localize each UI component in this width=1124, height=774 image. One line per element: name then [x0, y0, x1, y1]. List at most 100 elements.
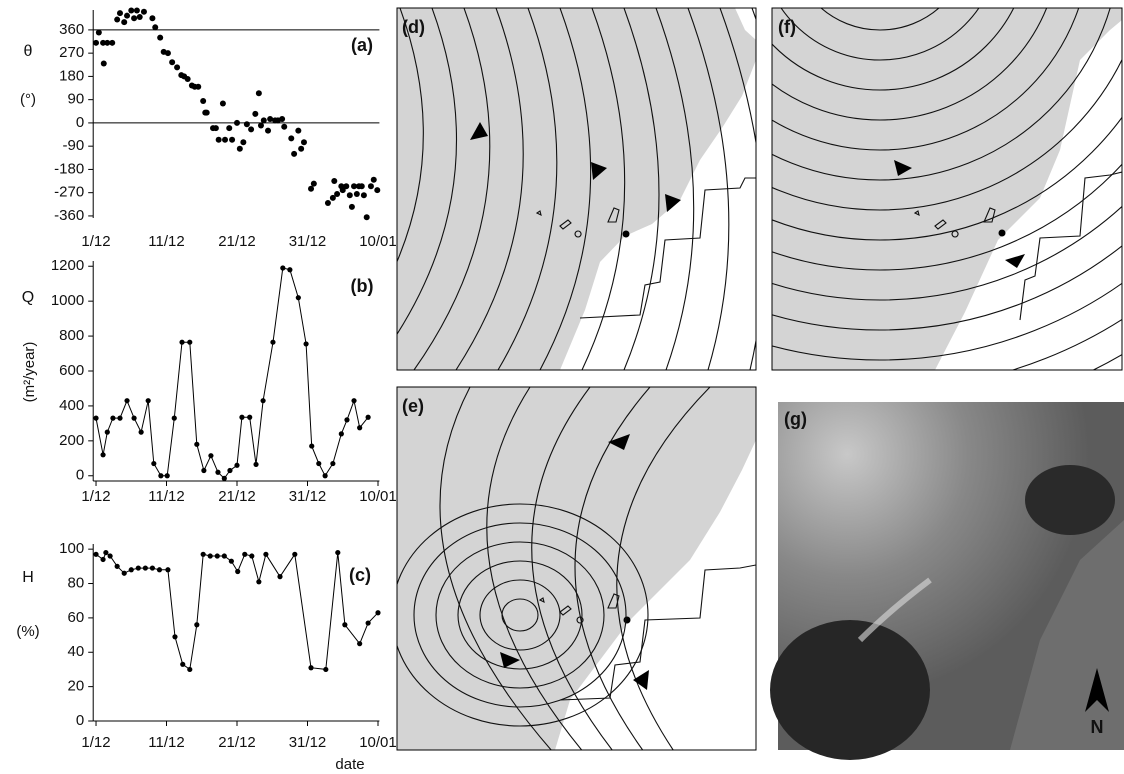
y-tick-label: -360 [54, 207, 84, 224]
data-point [208, 453, 214, 459]
data-point [135, 565, 141, 571]
y-tick-label: 180 [59, 67, 84, 84]
contour [687, 8, 730, 370]
data-point [343, 183, 350, 190]
data-point [291, 150, 298, 157]
satellite-image: N (g) [770, 402, 1124, 760]
data-point [187, 339, 193, 345]
map-label: (f) [778, 17, 796, 37]
contour [435, 541, 605, 689]
data-point [365, 620, 371, 626]
data-point [100, 39, 107, 46]
contour [497, 8, 558, 370]
data-point [344, 417, 350, 423]
data-point [288, 135, 295, 142]
data-point [171, 415, 177, 421]
data-point [339, 187, 346, 194]
data-point [226, 125, 233, 132]
data-point [316, 460, 322, 467]
data-point [100, 60, 107, 67]
contour [616, 387, 711, 750]
data-point [338, 431, 344, 437]
data-point [103, 549, 109, 556]
data-point [100, 452, 106, 458]
x-tick-label: 10/01 [359, 734, 397, 751]
data-point [370, 176, 377, 183]
data-point [253, 461, 259, 468]
contour [479, 579, 561, 651]
data-point [104, 429, 110, 435]
y-tick-label: 100 [59, 540, 84, 557]
contour [581, 8, 626, 370]
data-point [277, 574, 283, 580]
data-point [195, 83, 202, 90]
data-point [114, 16, 121, 23]
data-point [358, 183, 365, 190]
y-tick-label: -270 [54, 184, 84, 201]
x-tick-label: 10/01 [359, 488, 397, 505]
y-tick-label: 400 [59, 397, 84, 414]
y-tick-label: 270 [59, 44, 84, 61]
y-tick-label: 80 [68, 574, 85, 591]
x-tick-label: 1/12 [81, 488, 110, 505]
data-point [270, 339, 276, 345]
data-point [374, 187, 381, 194]
y-axis-unit: (m²/year) [21, 342, 38, 403]
data-point [128, 7, 135, 14]
data-point [165, 567, 171, 573]
data-point [357, 641, 363, 647]
contour [413, 522, 627, 708]
data-point [104, 39, 111, 46]
y-tick-label: -180 [54, 160, 84, 177]
data-point [109, 39, 116, 46]
data-point [287, 267, 293, 273]
data-point [242, 551, 248, 557]
data-point [169, 59, 176, 66]
data-point [140, 8, 147, 15]
contour [780, 8, 980, 61]
contour [772, 245, 1122, 331]
contour [820, 8, 940, 31]
contour [772, 8, 1048, 121]
flow-arrow [894, 160, 912, 176]
data-point [346, 192, 353, 199]
contour [397, 503, 649, 727]
data-point [121, 19, 128, 26]
data-point [164, 50, 171, 57]
contour [772, 205, 1122, 301]
data-point [324, 200, 331, 207]
contour [719, 8, 756, 370]
data-point [164, 473, 170, 479]
data-point [133, 7, 140, 14]
y-axis-label: Q [22, 289, 34, 306]
data-point [131, 15, 138, 22]
data-point [348, 203, 355, 210]
y-tick-label: 600 [59, 362, 84, 379]
data-point [281, 123, 288, 130]
y-tick-label: 360 [59, 21, 84, 38]
x-tick-label: 21/12 [218, 233, 256, 250]
contour [457, 560, 583, 670]
panel-label: (b) [351, 276, 374, 296]
data-point [136, 13, 143, 20]
data-point [263, 551, 269, 557]
y-tick-label: 40 [68, 643, 85, 660]
data-point [234, 462, 240, 468]
data-point [203, 109, 210, 116]
data-point [100, 556, 106, 563]
data-point [138, 429, 144, 435]
flow-arrow [500, 652, 520, 668]
y-tick-label: 200 [59, 432, 84, 449]
y-axis-unit: (°) [20, 91, 36, 108]
y-axis-label: θ [24, 43, 33, 60]
data-point [152, 24, 159, 31]
data-point [110, 415, 116, 421]
contour [772, 58, 1122, 211]
data-point [124, 12, 131, 19]
panel-label: (a) [351, 35, 373, 55]
x-tick-label: 1/12 [81, 734, 110, 751]
flow-arrow [1005, 254, 1025, 268]
data-point [342, 622, 348, 628]
data-point [128, 567, 134, 573]
